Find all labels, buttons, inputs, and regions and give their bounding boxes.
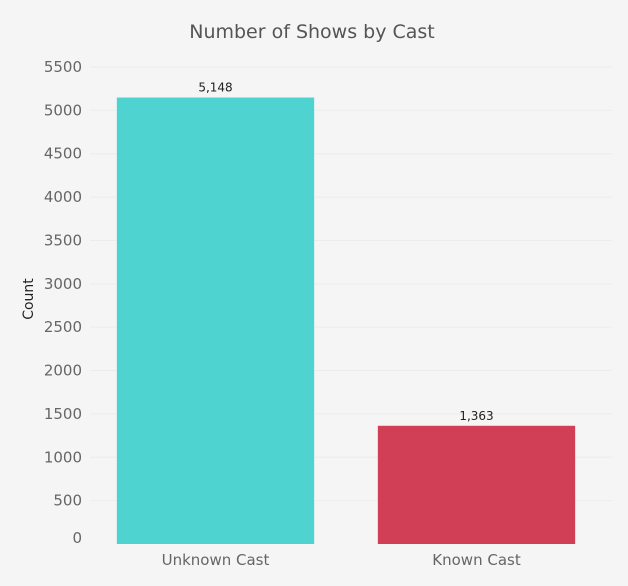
x-tick-label: Known Cast <box>432 551 521 569</box>
y-tick-label: 1000 <box>44 448 82 466</box>
chart-title: Number of Shows by Cast <box>189 21 435 43</box>
bar <box>116 97 315 544</box>
y-tick-label: 2500 <box>44 318 82 336</box>
y-tick-label: 5000 <box>44 101 82 119</box>
y-axis-label: Count <box>21 278 37 320</box>
bars: 5,148 1,363 <box>116 81 576 544</box>
x-axis-ticks: Unknown Cast Known Cast <box>162 551 521 569</box>
y-tick-label: 5500 <box>44 58 82 76</box>
y-tick-label: 500 <box>53 492 82 510</box>
y-axis-ticks: 0 500 1000 1500 2000 2500 3000 3500 4000 4500 5000… <box>44 58 82 547</box>
y-tick-label: 0 <box>72 529 82 547</box>
bar <box>377 425 576 544</box>
y-tick-label: 3000 <box>44 275 82 293</box>
y-tick-label: 2000 <box>44 362 82 380</box>
x-tick-label: Unknown Cast <box>162 551 270 569</box>
bar-value-label: 5,148 <box>198 81 232 95</box>
y-tick-label: 4000 <box>44 188 82 206</box>
y-tick-label: 3500 <box>44 231 82 249</box>
y-tick-label: 4500 <box>44 145 82 163</box>
y-tick-label: 1500 <box>44 405 82 423</box>
bar-value-label: 1,363 <box>459 409 493 423</box>
